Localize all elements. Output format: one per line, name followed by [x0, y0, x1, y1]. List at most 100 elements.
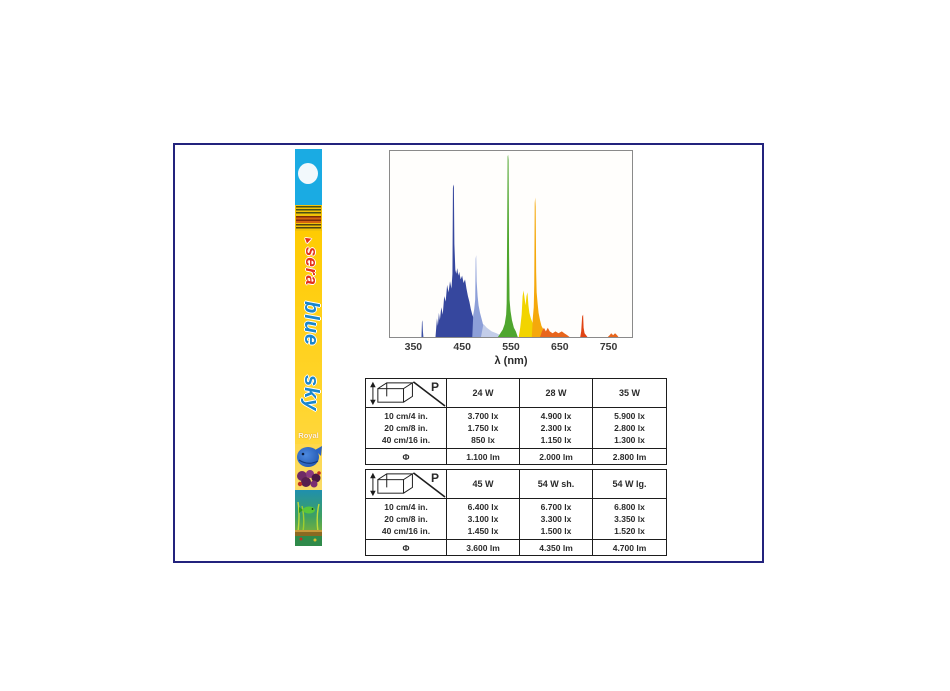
lux-value: 850 lx — [471, 435, 495, 446]
lux-cell-0-1: 4.900 lx 2.300 lx 1.150 lx — [519, 407, 593, 449]
power-label: P — [430, 471, 439, 485]
lux-cell-0-0: 3.700 lx 1.750 lx 850 lx — [446, 407, 520, 449]
sera-logo: ▲sera — [301, 233, 321, 286]
sera-arrow-icon: ▲ — [301, 233, 316, 248]
spectrum-segment-blue-band — [435, 184, 477, 337]
wattage-header-1-0: 45 W — [446, 469, 520, 499]
distance-line: 10 cm/4 in. — [384, 410, 428, 421]
lux-value: 1.500 lx — [540, 526, 572, 537]
wattage-header-0-1: 28 W — [519, 378, 593, 408]
power-label: P — [430, 380, 439, 394]
coral-cluster — [297, 470, 321, 488]
distance-cell: 10 cm/4 in. 20 cm/8 in. 40 cm/16 in. — [365, 407, 447, 449]
spectrum-segment-orange-tail — [540, 327, 570, 337]
lux-value: 3.300 lx — [540, 513, 572, 524]
distance-cell: 10 cm/4 in. 20 cm/8 in. 40 cm/16 in. — [365, 498, 447, 540]
lamp-package: ▲sera blue sky Royal — [295, 149, 322, 562]
lamp-body: ▲sera blue sky Royal — [295, 231, 322, 546]
x-axis-ticks: 350 450 550 650 750 — [389, 341, 633, 354]
lumen-value-0-0: 1.100 lm — [446, 448, 520, 465]
lux-cell-1-0: 6.400 lx 3.100 lx 1.450 lx — [446, 498, 520, 540]
lux-value: 6.700 lx — [540, 501, 572, 512]
lux-cell-0-2: 5.900 lx 2.800 lx 1.300 lx — [592, 407, 667, 449]
fineprint-lines — [296, 216, 321, 223]
tank-depth-icon — [370, 381, 415, 406]
header-diagonal — [412, 472, 446, 498]
lumen-value-1-2: 4.700 lm — [592, 539, 667, 556]
lamp-end-circle — [298, 163, 318, 184]
lux-value: 6.400 lx — [467, 501, 499, 512]
aquarium-scene — [295, 490, 322, 546]
spectrum-segment-far-red-specks — [607, 333, 619, 337]
spectrum-chart: 350 450 550 650 750 λ (nm) — [389, 150, 633, 370]
power-corner-cell: P — [365, 378, 447, 408]
corner-graphics — [370, 472, 446, 498]
distance-line: 20 cm/8 in. — [384, 513, 428, 524]
distance-line: 20 cm/8 in. — [384, 422, 428, 433]
lumen-value-1-1: 4.350 lm — [519, 539, 593, 556]
header-diagonal — [412, 381, 446, 407]
lux-value: 1.150 lx — [540, 435, 572, 446]
aquarium-artwork — [295, 444, 322, 546]
lumen-value-0-1: 2.000 lm — [519, 448, 593, 465]
lux-table-high-wattage: P 45 W 54 W sh. 54 W lg. 10 cm/4 in. 20 cm/8 … — [365, 469, 667, 556]
power-corner-cell: P — [365, 469, 447, 499]
fineprint-lines — [296, 224, 321, 230]
lumen-value-1-0: 3.600 lm — [446, 539, 520, 556]
lux-value: 6.800 lx — [614, 501, 645, 512]
lux-value: 2.800 lx — [614, 422, 645, 433]
lux-cell-1-1: 6.700 lx 3.300 lx 1.500 lx — [519, 498, 593, 540]
lamp-cap-top — [295, 149, 322, 205]
lux-value: 1.300 lx — [614, 435, 645, 446]
spec-table-grid: P 24 W 28 W 35 W 10 cm/4 in. 20 cm/8 in. 40 cm… — [365, 378, 667, 465]
lux-table-low-wattage: P 24 W 28 W 35 W 10 cm/4 in. 20 cm/8 in. 40 cm… — [365, 378, 667, 465]
wattage-header-0-0: 24 W — [446, 378, 520, 408]
sera-brand-text: sera — [302, 246, 321, 286]
spectrum-curves — [421, 154, 619, 337]
corner-graphics — [370, 381, 446, 407]
x-tick-750: 750 — [599, 341, 618, 353]
distance-line: 40 cm/16 in. — [381, 526, 431, 537]
x-tick-650: 650 — [551, 341, 569, 353]
wattage-header-1-1: 54 W sh. — [519, 469, 593, 499]
lux-value: 2.300 lx — [540, 422, 572, 433]
lux-value: 5.900 lx — [614, 410, 645, 421]
wattage-header-1-2: 54 W lg. — [592, 469, 667, 499]
lux-value: 1.520 lx — [614, 526, 645, 537]
package-fineprint — [295, 205, 322, 231]
spectrum-segment-orange-peak — [531, 197, 552, 337]
spectrum-plot-area — [389, 150, 633, 338]
x-tick-450: 450 — [453, 341, 471, 353]
lumen-value-0-2: 2.800 lm — [592, 448, 667, 465]
lux-cell-1-2: 6.800 lx 3.350 lx 1.520 lx — [592, 498, 667, 540]
x-tick-350: 350 — [404, 341, 423, 353]
lux-value: 3.350 lx — [614, 513, 645, 524]
lux-value: 4.900 lx — [540, 410, 572, 421]
lux-value: 3.100 lx — [467, 513, 499, 524]
lux-value: 3.700 lx — [467, 410, 499, 421]
content-frame: ▲sera blue sky Royal — [173, 143, 764, 563]
spectrum-segment-periwinkle-peak — [472, 255, 495, 337]
lux-value: 1.750 lx — [467, 422, 499, 433]
fineprint-lines — [296, 206, 321, 215]
lux-value: 1.450 lx — [467, 526, 499, 537]
product-name-sky: sky — [300, 375, 322, 412]
phi-label: Φ — [365, 448, 447, 465]
blue-fish — [297, 446, 322, 467]
x-tick-550: 550 — [502, 341, 520, 353]
variant-label: Royal — [298, 431, 319, 440]
distance-line: 40 cm/16 in. — [381, 435, 431, 446]
spectrum-segment-green-spike — [497, 154, 518, 337]
phi-label: Φ — [365, 539, 447, 556]
spectrum-segment-yellow-humps — [518, 290, 535, 337]
spec-table-grid: P 45 W 54 W sh. 54 W lg. 10 cm/4 in. 20 cm/8 … — [365, 469, 667, 556]
wattage-header-0-2: 35 W — [592, 378, 667, 408]
tank-depth-icon — [370, 472, 415, 497]
spectrum-segment-pale-blue-fade — [480, 323, 503, 337]
x-axis-label: λ (nm) — [494, 355, 528, 367]
product-name-blue: blue — [300, 301, 322, 347]
distance-line: 10 cm/4 in. — [384, 501, 428, 512]
spectrum-segment-red-spike — [580, 314, 588, 337]
spectrum-segment-uv-spike — [421, 320, 424, 337]
